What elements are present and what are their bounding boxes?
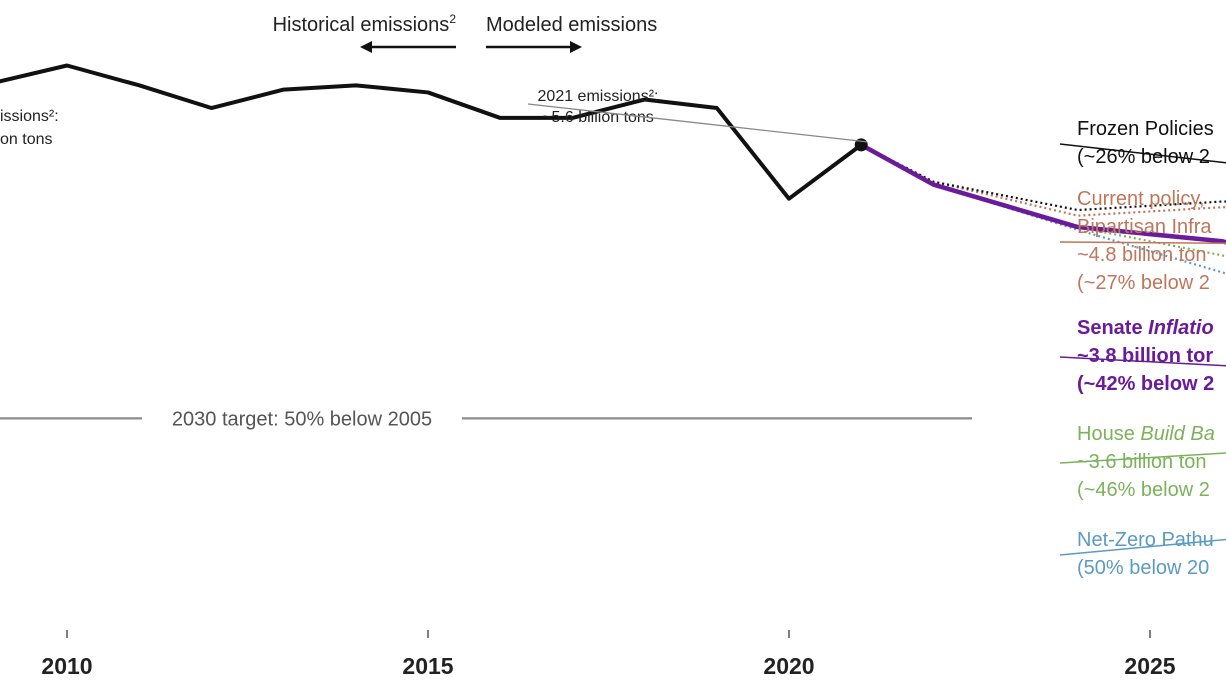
leader-netzero bbox=[1059, 538, 1226, 556]
annotation-left-line2: on tons bbox=[0, 131, 52, 148]
label-netzero-line2: (50% below 20 bbox=[1077, 557, 1209, 579]
label-senate-line1: Senate Inflatio bbox=[1077, 317, 1214, 339]
x-tick-label-2015: 2015 bbox=[402, 653, 453, 679]
x-tick-label-2025: 2025 bbox=[1124, 653, 1175, 679]
label-current-line3: ~4.8 billion ton bbox=[1077, 244, 1207, 266]
annotation-2021-line1: 2021 emissions²: bbox=[538, 88, 659, 105]
series-line-senate bbox=[860, 142, 1226, 245]
modeled-emissions-header: Modeled emissions bbox=[486, 14, 657, 36]
left-arrow-icon bbox=[360, 41, 456, 53]
label-netzero-line1: Net-Zero Pathu bbox=[1077, 529, 1214, 551]
leader-current bbox=[1059, 241, 1226, 245]
label-frozen-line1: Frozen Policies bbox=[1077, 118, 1214, 140]
label-frozen-line2: (~26% below 2 bbox=[1077, 146, 1210, 168]
label-house-line3: (~46% below 2 bbox=[1077, 479, 1210, 501]
series-line-current bbox=[860, 143, 1226, 217]
leader-senate bbox=[1059, 356, 1226, 367]
label-senate-line3: (~42% below 2 bbox=[1077, 373, 1214, 395]
annotation-left: issions²: on tons bbox=[0, 108, 59, 148]
series-line-frozen bbox=[860, 143, 1226, 212]
target-label: 2030 target: 50% below 2005 bbox=[172, 408, 432, 430]
label-current-line2: Bipartisan Infra bbox=[1077, 216, 1212, 238]
series-layer bbox=[860, 142, 1226, 275]
label-current-line4: (~27% below 2 bbox=[1077, 272, 1210, 294]
annotation-2021: 2021 emissions²: ~5.6 billion tons bbox=[538, 88, 659, 126]
x-tick-label-2010: 2010 bbox=[41, 653, 92, 679]
annotation-left-line1: issions²: bbox=[0, 108, 59, 125]
historical-layer bbox=[0, 63, 868, 201]
historical-line bbox=[0, 63, 863, 201]
annotation-2021-leader bbox=[527, 103, 868, 143]
historical-emissions-header: Historical emissions2 bbox=[273, 12, 457, 36]
label-senate-line2: ~3.8 billion tor bbox=[1077, 345, 1213, 367]
label-house-line1: House Build Ba bbox=[1077, 423, 1215, 445]
leader-frozen bbox=[1059, 143, 1226, 164]
label-current-line1: Current policy, bbox=[1077, 188, 1204, 210]
annotation-2021-line2: ~5.6 billion tons bbox=[542, 109, 654, 126]
x-axis: 201020152020202520302035 bbox=[41, 630, 1176, 679]
x-tick-label-2020: 2020 bbox=[763, 653, 814, 679]
leader-house bbox=[1059, 452, 1226, 464]
right-arrow-icon bbox=[486, 41, 582, 53]
label-house-line2: ~3.6 billion ton bbox=[1077, 451, 1207, 473]
series-labels: Frozen Policies (~26% below 2 Current poli… bbox=[1059, 118, 1226, 579]
